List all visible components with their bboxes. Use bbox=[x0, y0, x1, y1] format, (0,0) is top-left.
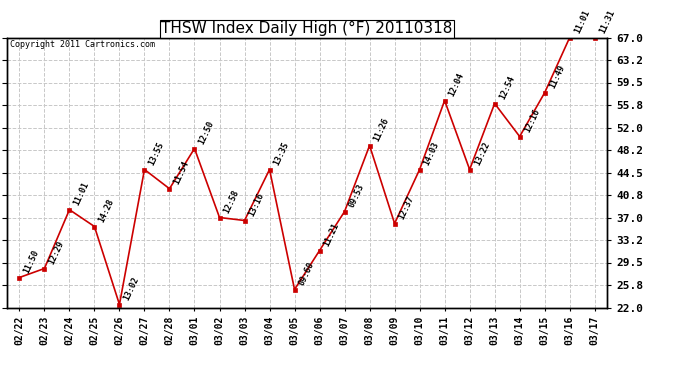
Text: 12:54: 12:54 bbox=[497, 74, 516, 101]
Text: 12:04: 12:04 bbox=[447, 71, 466, 98]
Text: 11:31: 11:31 bbox=[598, 8, 616, 35]
Text: 14:28: 14:28 bbox=[97, 197, 116, 224]
Text: 11:49: 11:49 bbox=[547, 63, 566, 90]
Text: 12:37: 12:37 bbox=[397, 194, 416, 221]
Text: 13:55: 13:55 bbox=[147, 140, 166, 167]
Text: 11:50: 11:50 bbox=[22, 248, 41, 275]
Text: 09:53: 09:53 bbox=[347, 182, 366, 209]
Text: 11:54: 11:54 bbox=[172, 159, 191, 186]
Text: 14:03: 14:03 bbox=[422, 140, 441, 167]
Text: 12:16: 12:16 bbox=[522, 107, 541, 134]
Text: 11:26: 11:26 bbox=[373, 116, 391, 143]
Text: 11:01: 11:01 bbox=[72, 180, 91, 207]
Text: 12:58: 12:58 bbox=[222, 188, 241, 215]
Text: 11:21: 11:21 bbox=[322, 221, 341, 248]
Text: 12:29: 12:29 bbox=[47, 239, 66, 266]
Text: 12:50: 12:50 bbox=[197, 119, 216, 146]
Text: 11:01: 11:01 bbox=[573, 8, 591, 35]
Text: 09:60: 09:60 bbox=[297, 260, 316, 287]
Text: 13:35: 13:35 bbox=[273, 140, 291, 167]
Text: Copyright 2011 Cartronics.com: Copyright 2011 Cartronics.com bbox=[10, 40, 155, 49]
Title: THSW Index Daily High (°F) 20110318: THSW Index Daily High (°F) 20110318 bbox=[161, 21, 453, 36]
Text: 13:16: 13:16 bbox=[247, 191, 266, 218]
Text: 13:02: 13:02 bbox=[122, 275, 141, 302]
Text: 13:22: 13:22 bbox=[473, 140, 491, 167]
